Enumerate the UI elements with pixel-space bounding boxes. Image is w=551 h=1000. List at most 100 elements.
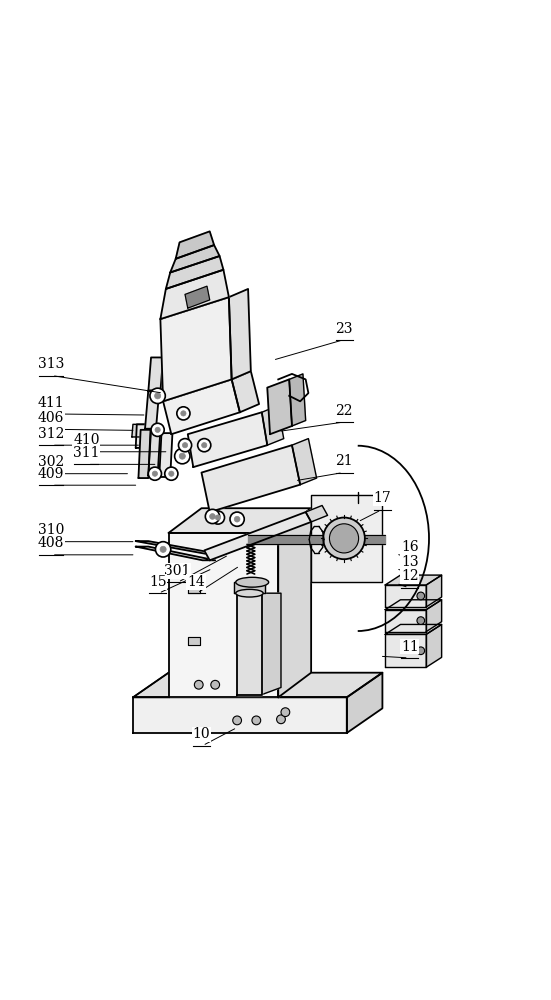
Polygon shape bbox=[145, 390, 159, 429]
Text: 406: 406 bbox=[37, 411, 64, 425]
Circle shape bbox=[281, 708, 290, 717]
Polygon shape bbox=[202, 445, 300, 512]
Polygon shape bbox=[169, 508, 311, 533]
Circle shape bbox=[417, 617, 425, 624]
Text: 23: 23 bbox=[335, 322, 353, 336]
Polygon shape bbox=[166, 256, 223, 289]
Polygon shape bbox=[385, 575, 441, 585]
Ellipse shape bbox=[236, 589, 263, 597]
Polygon shape bbox=[133, 673, 382, 697]
Polygon shape bbox=[292, 439, 317, 485]
Text: 13: 13 bbox=[401, 555, 419, 569]
Text: 301: 301 bbox=[164, 564, 190, 578]
Circle shape bbox=[195, 680, 203, 689]
Circle shape bbox=[206, 509, 220, 524]
Circle shape bbox=[417, 592, 425, 600]
Polygon shape bbox=[262, 593, 281, 695]
Polygon shape bbox=[311, 495, 382, 582]
Circle shape bbox=[182, 443, 188, 448]
Circle shape bbox=[165, 467, 178, 480]
Polygon shape bbox=[385, 634, 426, 667]
Polygon shape bbox=[136, 424, 149, 448]
Polygon shape bbox=[426, 624, 441, 667]
Circle shape bbox=[179, 453, 185, 459]
Polygon shape bbox=[138, 430, 150, 478]
Circle shape bbox=[233, 716, 241, 725]
Polygon shape bbox=[204, 512, 311, 560]
Text: 10: 10 bbox=[193, 727, 210, 741]
Circle shape bbox=[148, 467, 161, 480]
Polygon shape bbox=[169, 533, 278, 697]
Circle shape bbox=[175, 448, 190, 464]
Circle shape bbox=[177, 407, 190, 420]
Text: 11: 11 bbox=[401, 640, 419, 654]
Circle shape bbox=[160, 546, 166, 552]
Polygon shape bbox=[133, 697, 347, 733]
Text: 17: 17 bbox=[374, 491, 391, 505]
Text: 310: 310 bbox=[37, 523, 64, 537]
Circle shape bbox=[252, 716, 261, 725]
Text: 21: 21 bbox=[335, 454, 353, 468]
Circle shape bbox=[212, 511, 224, 524]
Ellipse shape bbox=[236, 577, 269, 587]
Polygon shape bbox=[289, 374, 306, 426]
Polygon shape bbox=[385, 600, 441, 610]
Polygon shape bbox=[148, 357, 163, 391]
Circle shape bbox=[202, 443, 207, 448]
Text: 313: 313 bbox=[37, 357, 64, 371]
Polygon shape bbox=[385, 610, 426, 632]
Text: 302: 302 bbox=[37, 455, 64, 469]
Circle shape bbox=[323, 518, 365, 559]
Polygon shape bbox=[262, 406, 284, 445]
Text: 12: 12 bbox=[401, 569, 419, 583]
Circle shape bbox=[150, 388, 165, 404]
Circle shape bbox=[211, 680, 220, 689]
Polygon shape bbox=[278, 508, 311, 697]
Circle shape bbox=[417, 647, 425, 655]
Polygon shape bbox=[267, 379, 292, 434]
Polygon shape bbox=[347, 673, 382, 733]
Polygon shape bbox=[160, 270, 229, 319]
Text: 408: 408 bbox=[37, 536, 64, 550]
Text: 311: 311 bbox=[73, 446, 100, 460]
Circle shape bbox=[155, 542, 171, 557]
Polygon shape bbox=[160, 297, 231, 401]
Polygon shape bbox=[426, 600, 441, 632]
Circle shape bbox=[155, 393, 161, 399]
Polygon shape bbox=[136, 541, 218, 554]
Polygon shape bbox=[188, 584, 200, 593]
Polygon shape bbox=[188, 637, 200, 645]
Circle shape bbox=[151, 423, 164, 436]
Circle shape bbox=[181, 411, 186, 416]
Polygon shape bbox=[237, 593, 262, 695]
Polygon shape bbox=[234, 582, 264, 593]
Circle shape bbox=[329, 524, 359, 553]
Polygon shape bbox=[306, 505, 328, 522]
Polygon shape bbox=[132, 424, 150, 437]
Circle shape bbox=[277, 715, 285, 724]
Polygon shape bbox=[185, 286, 210, 308]
Circle shape bbox=[230, 512, 244, 526]
Text: 14: 14 bbox=[187, 575, 205, 589]
Text: 22: 22 bbox=[335, 404, 353, 418]
Polygon shape bbox=[385, 585, 426, 607]
Circle shape bbox=[209, 514, 215, 519]
Polygon shape bbox=[188, 412, 267, 467]
Circle shape bbox=[234, 516, 240, 522]
Polygon shape bbox=[231, 371, 259, 412]
Circle shape bbox=[198, 439, 211, 452]
Text: 409: 409 bbox=[37, 467, 64, 481]
Polygon shape bbox=[159, 433, 172, 477]
Text: 411: 411 bbox=[37, 396, 64, 410]
Polygon shape bbox=[176, 231, 214, 259]
Polygon shape bbox=[136, 547, 215, 560]
Circle shape bbox=[152, 471, 158, 476]
Text: 312: 312 bbox=[37, 427, 64, 441]
Polygon shape bbox=[229, 289, 251, 379]
Circle shape bbox=[169, 471, 174, 476]
Polygon shape bbox=[170, 245, 220, 272]
Polygon shape bbox=[385, 624, 441, 634]
Polygon shape bbox=[163, 379, 240, 434]
Circle shape bbox=[155, 427, 160, 432]
Polygon shape bbox=[426, 575, 441, 607]
